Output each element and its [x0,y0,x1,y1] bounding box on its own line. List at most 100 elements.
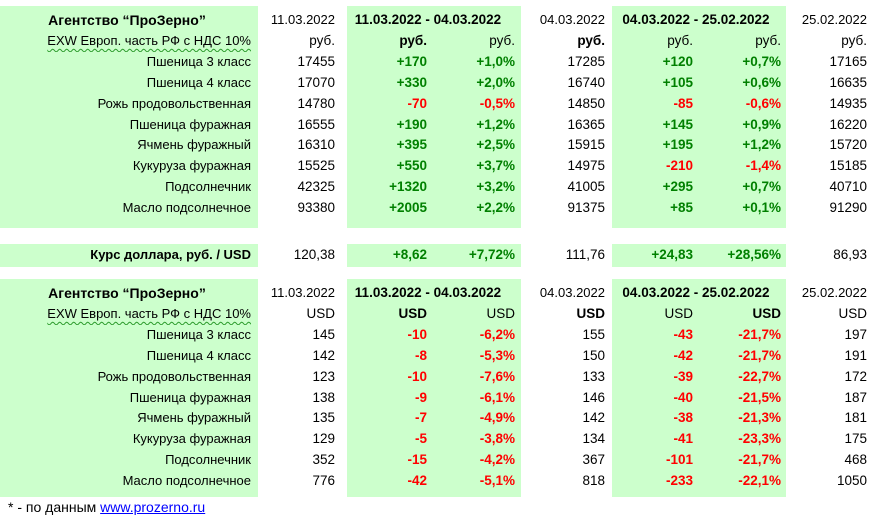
pct-period2: +0,9% [742,116,781,132]
value-prev: 197 [844,326,867,342]
table-row: Рожь продовольственная 123 -10 -7,6% 133 -39 -… [0,367,870,388]
value-prev: 15720 [829,137,867,153]
table-row: Подсолнечник 42325 +1320 +3,2% 41005 +295 +0,7… [0,177,870,198]
value-prev: 191 [844,347,867,363]
band-title-bottom [0,279,258,497]
table-row: Масло подсолнечное 776 -42 -5,1% 818 -233 -22,… [0,471,870,492]
value-prev: 15185 [829,158,867,174]
value-mid: 41005 [567,179,605,195]
commodity-name: Подсолнечник [165,452,251,468]
band-period2-bottom [612,279,786,497]
usd-rate-pct1: +7,72% [468,247,515,262]
unit-cell: руб. [489,32,515,48]
commodity-name: Рожь продовольственная [97,95,251,111]
usd-rate-pct2: +28,56% [727,247,781,262]
unit-cell: руб. [399,32,427,48]
value-prev: 91290 [829,200,867,216]
change-period2: -43 [673,326,693,342]
value-prev: 181 [844,410,867,426]
pct-period2: -21,7% [738,326,781,342]
pct-period1: -5,3% [479,347,515,363]
change-period1: +550 [396,158,427,174]
pct-period2: -23,3% [738,431,781,447]
pct-period2: +0,7% [742,53,781,69]
unit-cell: USD [752,305,781,321]
change-period2: -38 [673,410,693,426]
units-label: EXW Европ. часть РФ с НДС 10% [47,305,251,321]
value-mid: 91375 [567,200,605,216]
value-prev: 187 [844,389,867,405]
pct-period2: -1,4% [745,158,781,174]
table-row: Кукуруза фуражная 129 -5 -3,8% 134 -41 -23,3% 1… [0,429,870,450]
value-prev: 17165 [829,53,867,69]
value-mid: 15915 [567,137,605,153]
table-header-row: Агентство “ПроЗерно” 11.03.2022 11.03.20… [0,10,870,31]
value-current: 93380 [297,200,335,216]
band-title-top [0,6,258,228]
value-current: 352 [312,452,335,468]
source-link[interactable]: www.prozerno.ru [100,499,206,515]
table-row: Пшеница 3 класс 17455 +170 +1,0% 17285 +120 +0… [0,52,870,73]
commodity-name: Пшеница 3 класс [146,53,251,69]
pct-period1: -6,2% [479,326,515,342]
table-row: Подсолнечник 352 -15 -4,2% 367 -101 -21,7% 468 [0,450,870,471]
pct-period1: -6,1% [479,389,515,405]
change-period1: -9 [414,389,427,405]
change-period1: +2005 [389,200,427,216]
change-period1: -10 [407,326,427,342]
value-prev: 14935 [829,95,867,111]
usd-rate-change2: +24,83 [651,247,693,262]
change-period1: -70 [407,95,427,111]
value-prev: 468 [844,452,867,468]
date-current: 11.03.2022 [270,12,335,27]
usd-rate-prev: 86,93 [833,247,867,262]
value-current: 17070 [297,74,335,90]
pct-period2: -0,6% [745,95,781,111]
value-current: 16310 [297,137,335,153]
agency-title: Агентство “ПроЗерно” [48,12,206,28]
value-mid: 14850 [567,95,605,111]
value-current: 138 [312,389,335,405]
change-period1: +170 [396,53,427,69]
pct-period1: +3,7% [476,158,515,174]
value-mid: 146 [582,389,605,405]
value-mid: 150 [582,347,605,363]
usd-rate-table: Курс доллара, руб. / USD 120,38 +8,62 +7… [0,245,870,266]
change-period1: -42 [407,473,427,489]
change-period1: -5 [414,431,427,447]
period2-header: 04.03.2022 - 25.02.2022 [622,285,770,300]
commodity-name: Масло подсолнечное [122,473,251,489]
unit-cell: USD [398,305,427,321]
change-period2: -42 [673,347,693,363]
table-row: Рожь продовольственная 14780 -70 -0,5% 14850… [0,94,870,115]
pct-period1: +2,2% [476,200,515,216]
unit-cell: USD [576,305,605,321]
change-period1: -7 [414,410,427,426]
change-period1: +190 [396,116,427,132]
value-current: 776 [312,473,335,489]
value-prev: 1050 [836,473,867,489]
value-mid: 142 [582,410,605,426]
commodity-name: Пшеница фуражная [129,389,251,405]
change-period1: -15 [407,452,427,468]
commodity-name: Масло подсолнечное [122,200,251,216]
date-mid: 04.03.2022 [539,285,605,300]
pct-period2: -21,3% [738,410,781,426]
pct-period2: -21,7% [738,452,781,468]
value-current: 142 [312,347,335,363]
pct-period2: -22,1% [738,473,781,489]
band-rate-period1 [347,244,521,267]
commodity-name: Ячмень фуражный [137,410,251,426]
value-mid: 16365 [567,116,605,132]
unit-cell: руб. [755,32,781,48]
pct-period1: +2,5% [476,137,515,153]
commodity-name: Пшеница 4 класс [146,74,251,90]
table-row: Кукуруза фуражная 15525 +550 +3,7% 14975 -210… [0,156,870,177]
change-period2: -101 [665,452,693,468]
period1-header: 11.03.2022 - 04.03.2022 [354,12,502,27]
units-row: EXW Европ. часть РФ с НДС 10% руб. руб. … [0,31,870,52]
period1-header: 11.03.2022 - 04.03.2022 [354,285,502,300]
unit-cell: USD [486,305,515,321]
value-mid: 14975 [567,158,605,174]
period2-header: 04.03.2022 - 25.02.2022 [622,12,770,27]
